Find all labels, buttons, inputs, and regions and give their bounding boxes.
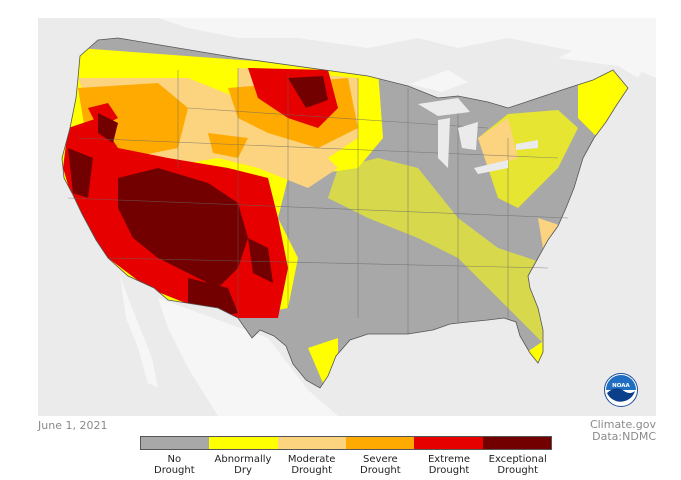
legend-label-3: Severe Drought xyxy=(360,454,401,476)
legend-labels: No Drought Abnormally Dry Moderate Drought… xyxy=(140,454,552,476)
legend-swatch-1 xyxy=(209,437,278,449)
legend-swatch-2 xyxy=(277,437,346,449)
source-line-data: Data:NDMC xyxy=(592,430,656,443)
land-background xyxy=(120,18,656,416)
legend-label-5: Exceptional Drought xyxy=(488,454,547,476)
date-label: June 1, 2021 xyxy=(38,419,108,432)
legend-label-4: Extreme Drought xyxy=(427,454,471,476)
noaa-logo-icon: NOAA xyxy=(604,373,638,407)
legend-swatch-0 xyxy=(141,437,210,449)
legend-swatch-3 xyxy=(345,437,415,449)
legend-label-0: No Drought xyxy=(154,454,195,476)
great-lakes xyxy=(418,98,538,174)
legend-swatch-4 xyxy=(414,437,483,449)
source-credit: Climate.gov Data:NDMC xyxy=(590,419,656,443)
source-line-site: Climate.gov xyxy=(589,418,656,431)
drought-map xyxy=(38,18,656,416)
drought-legend: No Drought Abnormally Dry Moderate Drought… xyxy=(140,436,552,476)
us-outline xyxy=(61,37,629,389)
drought-layer xyxy=(62,38,628,388)
svg-text:NOAA: NOAA xyxy=(612,383,630,389)
legend-swatch-5 xyxy=(482,437,551,449)
state-borders xyxy=(67,68,569,334)
legend-label-1: Abnormally Dry xyxy=(214,454,272,476)
legend-label-2: Moderate Drought xyxy=(287,454,336,476)
legend-color-bar xyxy=(140,436,552,450)
